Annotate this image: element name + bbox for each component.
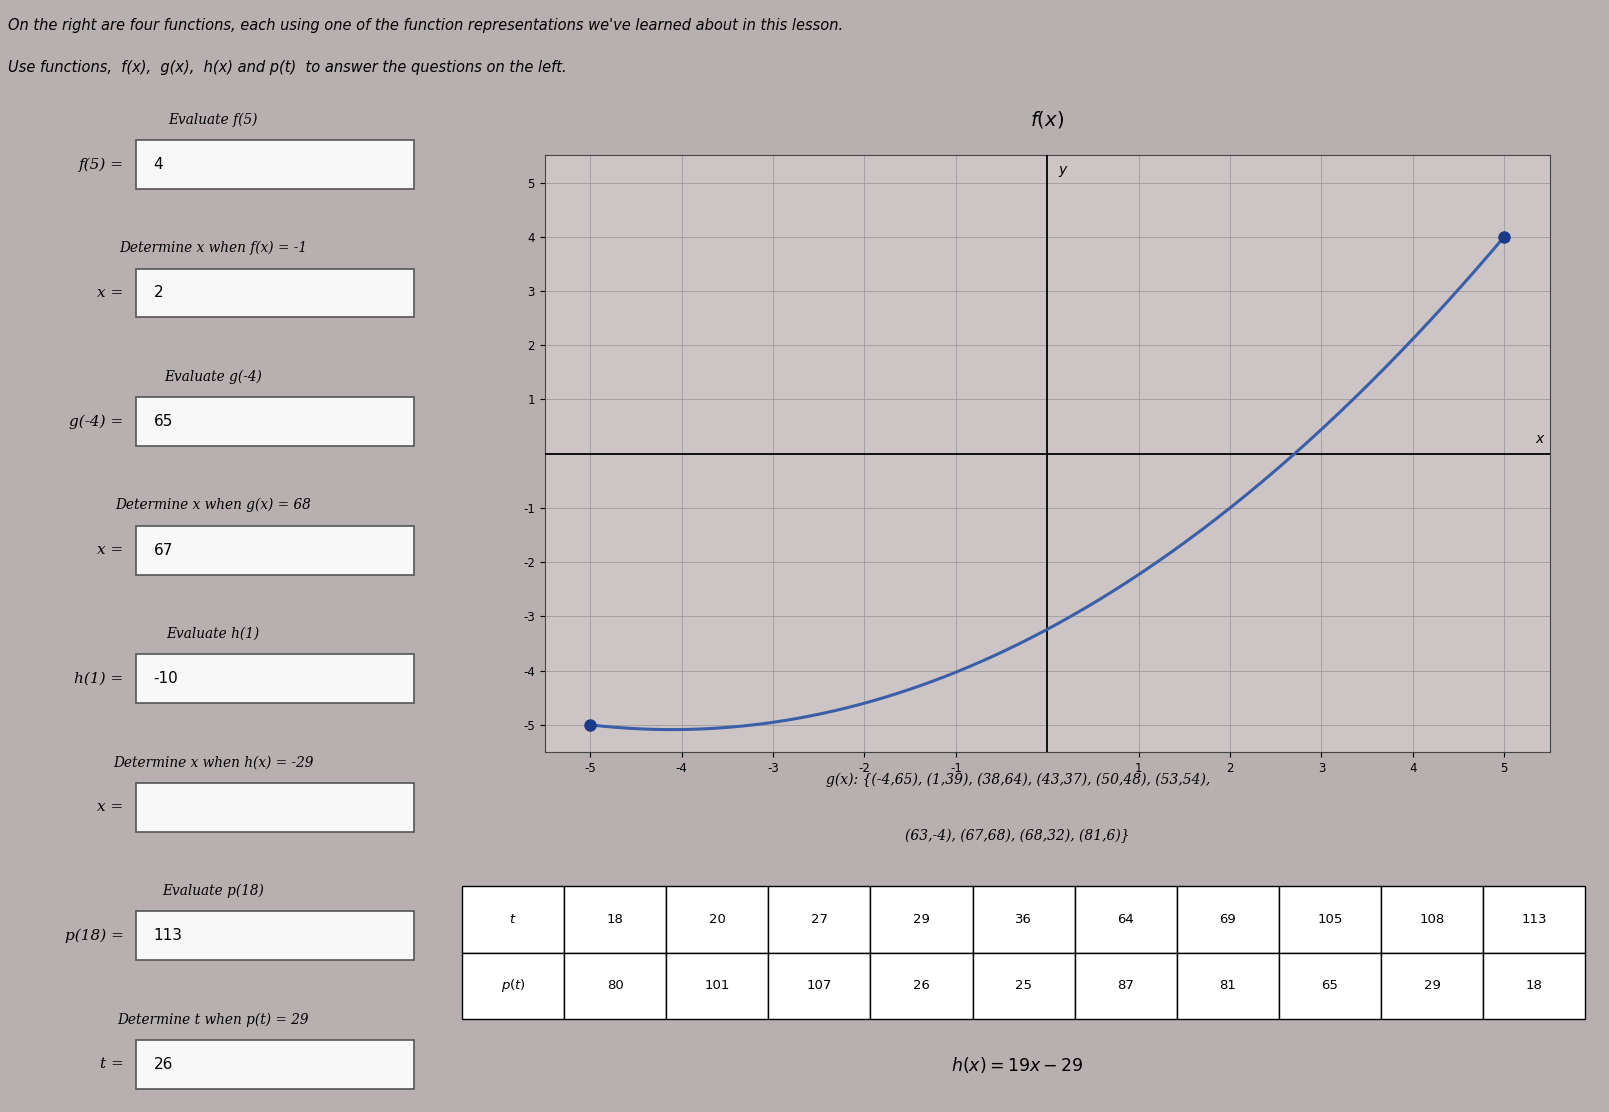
Bar	[1279, 953, 1381, 1020]
Text: 29: 29	[1424, 980, 1440, 993]
Text: 67: 67	[153, 543, 172, 557]
Text: 65: 65	[153, 414, 172, 429]
Text: Evaluate f(5): Evaluate f(5)	[169, 112, 257, 127]
Text: f(5) =: f(5) =	[79, 157, 124, 171]
Text: 69: 69	[1220, 913, 1236, 925]
Bar	[1279, 885, 1381, 953]
Text: h(1) =: h(1) =	[74, 672, 124, 686]
Bar	[870, 885, 972, 953]
Text: 113: 113	[1522, 913, 1546, 925]
Text: 29: 29	[912, 913, 930, 925]
Text: Determine t when p(t) = 29: Determine t when p(t) = 29	[117, 1012, 309, 1026]
Bar	[137, 783, 414, 832]
Text: $p(t)$: $p(t)$	[500, 977, 526, 994]
Text: Determine x when f(x) = -1: Determine x when f(x) = -1	[119, 241, 307, 255]
Text: Evaluate g(-4): Evaluate g(-4)	[164, 369, 262, 384]
Text: 65: 65	[1321, 980, 1339, 993]
Bar	[462, 885, 565, 953]
Text: 36: 36	[1015, 913, 1031, 925]
Bar	[1381, 953, 1483, 1020]
Text: Use functions,  f(x),  g(x),  h(x) and p(t)  to answer the questions on the left: Use functions, f(x), g(x), h(x) and p(t)…	[8, 60, 566, 75]
Bar	[137, 397, 414, 446]
Text: 87: 87	[1117, 980, 1134, 993]
Text: $t$: $t$	[508, 913, 516, 925]
Text: Evaluate h(1): Evaluate h(1)	[167, 627, 259, 641]
Text: $h(x) = 19x - 29$: $h(x) = 19x - 29$	[951, 1055, 1084, 1075]
Text: 81: 81	[1220, 980, 1236, 993]
Bar	[137, 654, 414, 703]
Bar	[1176, 953, 1279, 1020]
Bar	[1381, 885, 1483, 953]
Text: t =: t =	[100, 1058, 124, 1072]
Text: 113: 113	[153, 929, 182, 943]
Text: 18: 18	[1525, 980, 1543, 993]
Text: $f(x)$: $f(x)$	[1030, 109, 1064, 130]
Bar	[1176, 885, 1279, 953]
Bar	[1075, 885, 1176, 953]
Bar	[565, 953, 666, 1020]
Bar	[767, 953, 870, 1020]
Bar	[1075, 953, 1176, 1020]
Text: 26: 26	[153, 1056, 172, 1072]
Text: x =: x =	[98, 801, 124, 814]
Text: 18: 18	[607, 913, 624, 925]
Bar	[972, 885, 1075, 953]
Text: g(x): {(-4,65), (1,39), (38,64), (43,37), (50,48), (53,54),: g(x): {(-4,65), (1,39), (38,64), (43,37)…	[825, 773, 1210, 787]
Text: x =: x =	[98, 286, 124, 300]
Text: Determine x when g(x) = 68: Determine x when g(x) = 68	[116, 498, 311, 513]
Text: 2: 2	[153, 286, 163, 300]
Text: 107: 107	[806, 980, 832, 993]
Text: 64: 64	[1117, 913, 1134, 925]
Text: -10: -10	[153, 672, 179, 686]
Bar	[137, 1040, 414, 1089]
Bar	[1483, 953, 1585, 1020]
Text: 20: 20	[708, 913, 726, 925]
Bar	[137, 268, 414, 317]
Text: 25: 25	[1015, 980, 1031, 993]
Bar	[666, 885, 767, 953]
Text: Evaluate p(18): Evaluate p(18)	[163, 884, 264, 898]
Text: 105: 105	[1318, 913, 1342, 925]
Text: (63,-4), (67,68), (68,32), (81,6)}: (63,-4), (67,68), (68,32), (81,6)}	[906, 830, 1130, 843]
Text: 4: 4	[153, 157, 163, 172]
Bar	[972, 953, 1075, 1020]
Bar	[137, 140, 414, 189]
Text: x =: x =	[98, 543, 124, 557]
Text: Determine x when h(x) = -29: Determine x when h(x) = -29	[113, 755, 314, 770]
Bar	[137, 912, 414, 961]
Text: 101: 101	[705, 980, 730, 993]
Bar	[137, 526, 414, 575]
Text: 108: 108	[1419, 913, 1445, 925]
Text: p(18) =: p(18) =	[64, 929, 124, 943]
Text: 27: 27	[811, 913, 829, 925]
Bar	[1483, 885, 1585, 953]
Bar	[666, 953, 767, 1020]
Bar	[870, 953, 972, 1020]
Text: g(-4) =: g(-4) =	[69, 415, 124, 429]
Text: 80: 80	[607, 980, 623, 993]
Bar	[767, 885, 870, 953]
Text: On the right are four functions, each using one of the function representations : On the right are four functions, each us…	[8, 18, 843, 33]
Text: 26: 26	[912, 980, 930, 993]
Bar	[462, 953, 565, 1020]
Bar	[565, 885, 666, 953]
